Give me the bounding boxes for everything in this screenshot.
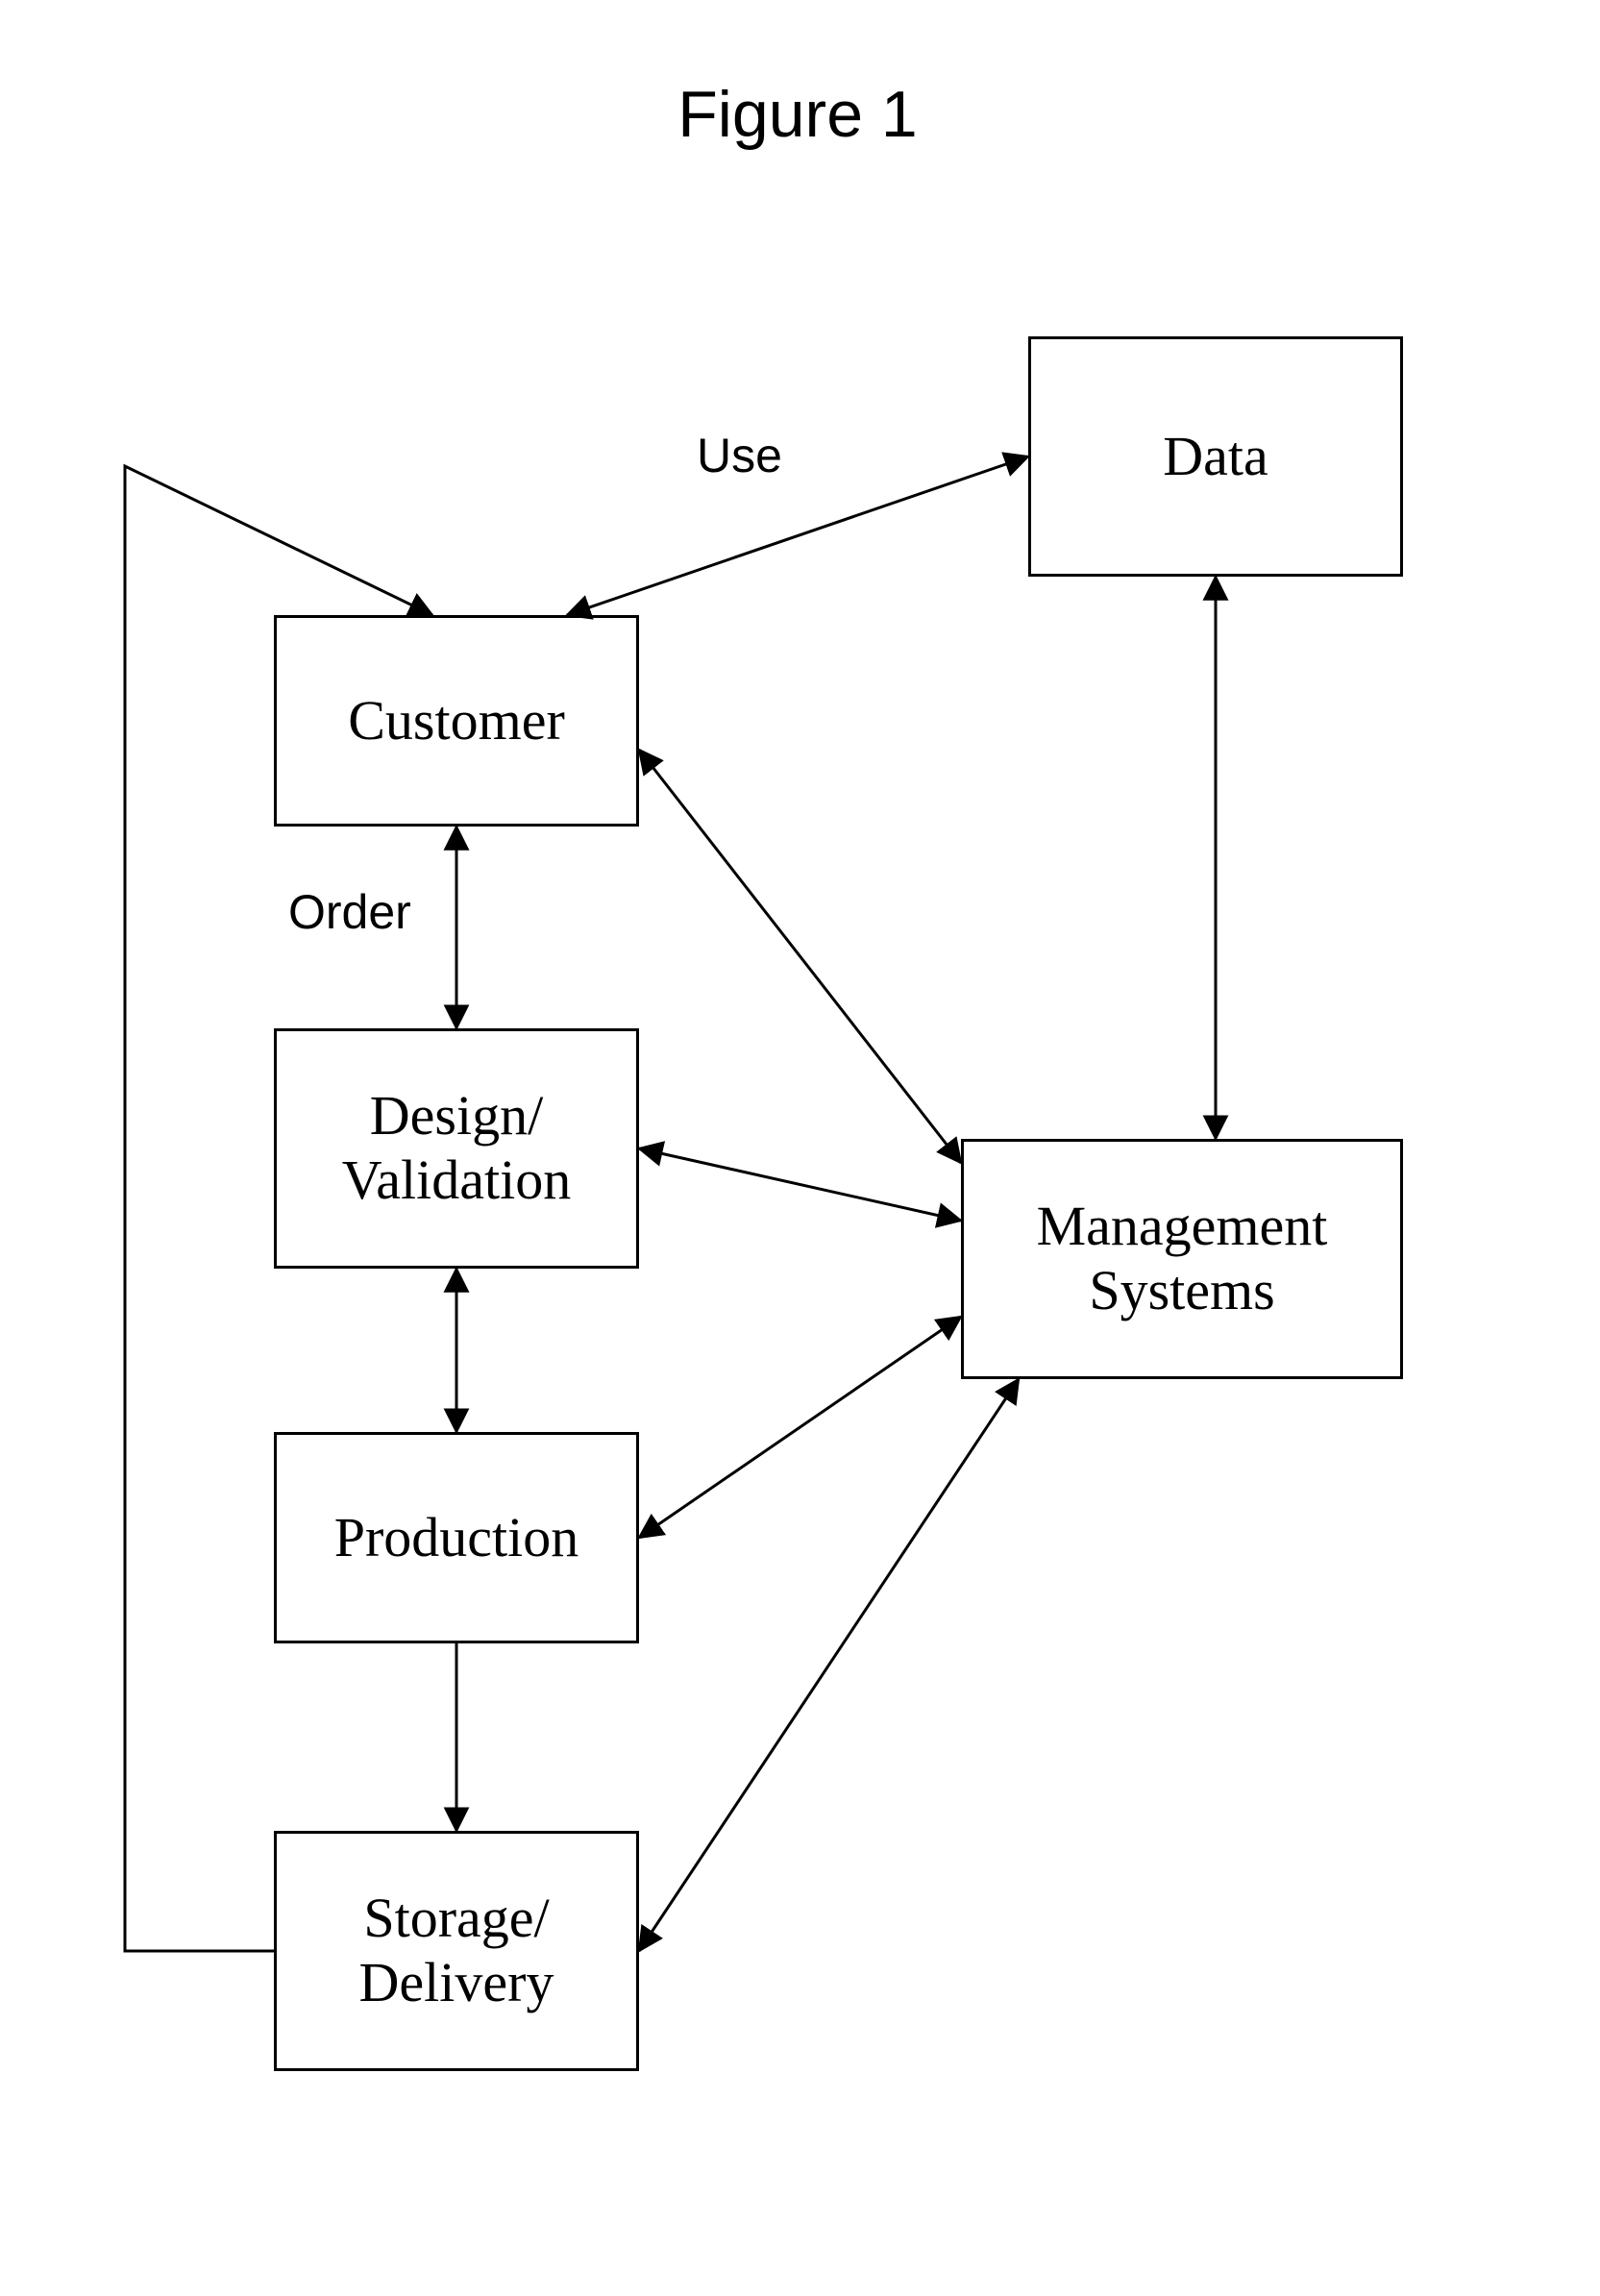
edge-label-order: Order <box>288 884 411 940</box>
node-design: Design/ Validation <box>274 1028 639 1269</box>
node-data: Data <box>1028 336 1403 577</box>
node-production: Production <box>274 1432 639 1643</box>
node-customer: Customer <box>274 615 639 827</box>
edge-customer-data <box>567 457 1028 615</box>
edge-production-management <box>639 1317 961 1538</box>
edge-storage-management <box>639 1379 1019 1951</box>
edge-customer-management <box>639 750 961 1163</box>
edge-label-use: Use <box>697 428 782 483</box>
edge-design-management <box>639 1148 961 1221</box>
figure-title: Figure 1 <box>572 77 1023 152</box>
node-management: Management Systems <box>961 1139 1403 1379</box>
node-storage: Storage/ Delivery <box>274 1831 639 2071</box>
